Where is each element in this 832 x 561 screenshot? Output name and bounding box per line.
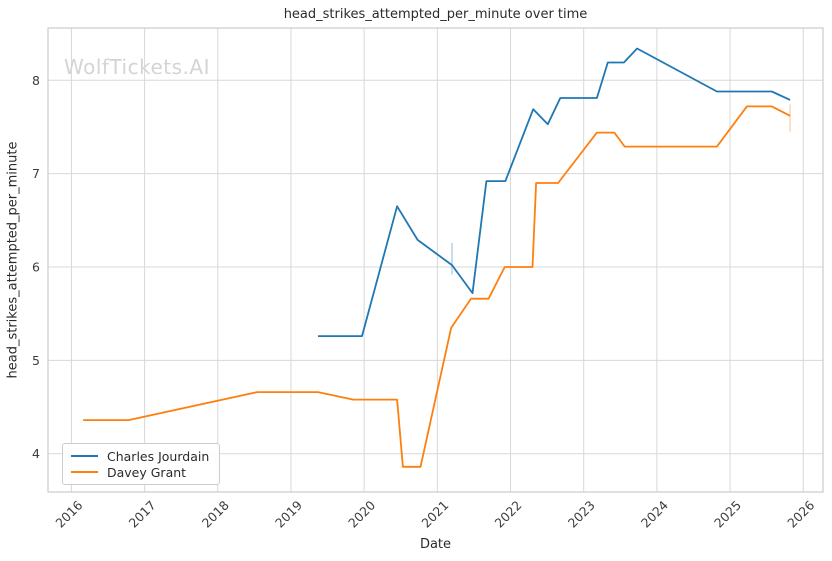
y-tick-label-6: 6 [32,260,40,275]
grid [48,28,823,492]
legend-swatch-davey-grant [71,471,98,473]
series-line-davey-grant [83,105,791,468]
watermark-text: WolfTickets.AI [64,55,210,79]
legend: Charles Jourdain Davey Grant [62,443,221,485]
series-line-charles-jourdain [318,47,791,338]
legend-swatch-charles-jourdain [71,455,98,457]
x-tick-label-2025: 2025 [711,498,744,531]
legend-label-charles-jourdain: Charles Jourdain [107,448,210,464]
x-axis-label: Date [419,537,452,552]
x-tick-label-2022: 2022 [492,498,525,531]
legend-item-davey-grant: Davey Grant [71,464,209,480]
y-axis-label: head_strikes_attempted_per_minute [5,141,21,379]
x-tick-label-2021: 2021 [418,498,451,531]
x-tick-label-2020: 2020 [345,497,378,530]
x-tick-label-2018: 2018 [199,497,232,530]
x-tick-label-2026: 2026 [784,497,817,530]
x-tick-label-2019: 2019 [272,497,305,530]
x-tick-label-2017: 2017 [126,498,159,531]
legend-label-davey-grant: Davey Grant [107,464,187,480]
legend-item-charles-jourdain: Charles Jourdain [71,448,209,464]
y-tick-label-7: 7 [32,166,40,181]
y-tick-label-5: 5 [32,353,40,368]
x-tick-label-2016: 2016 [52,497,85,530]
x-tick-label-2023: 2023 [565,498,598,531]
y-tick-label-4: 4 [32,446,40,461]
y-tick-label-8: 8 [32,73,40,88]
x-tick-label-2024: 2024 [638,497,671,530]
chart-title: head_strikes_attempted_per_minute over t… [283,7,588,22]
plot-border [47,27,824,493]
